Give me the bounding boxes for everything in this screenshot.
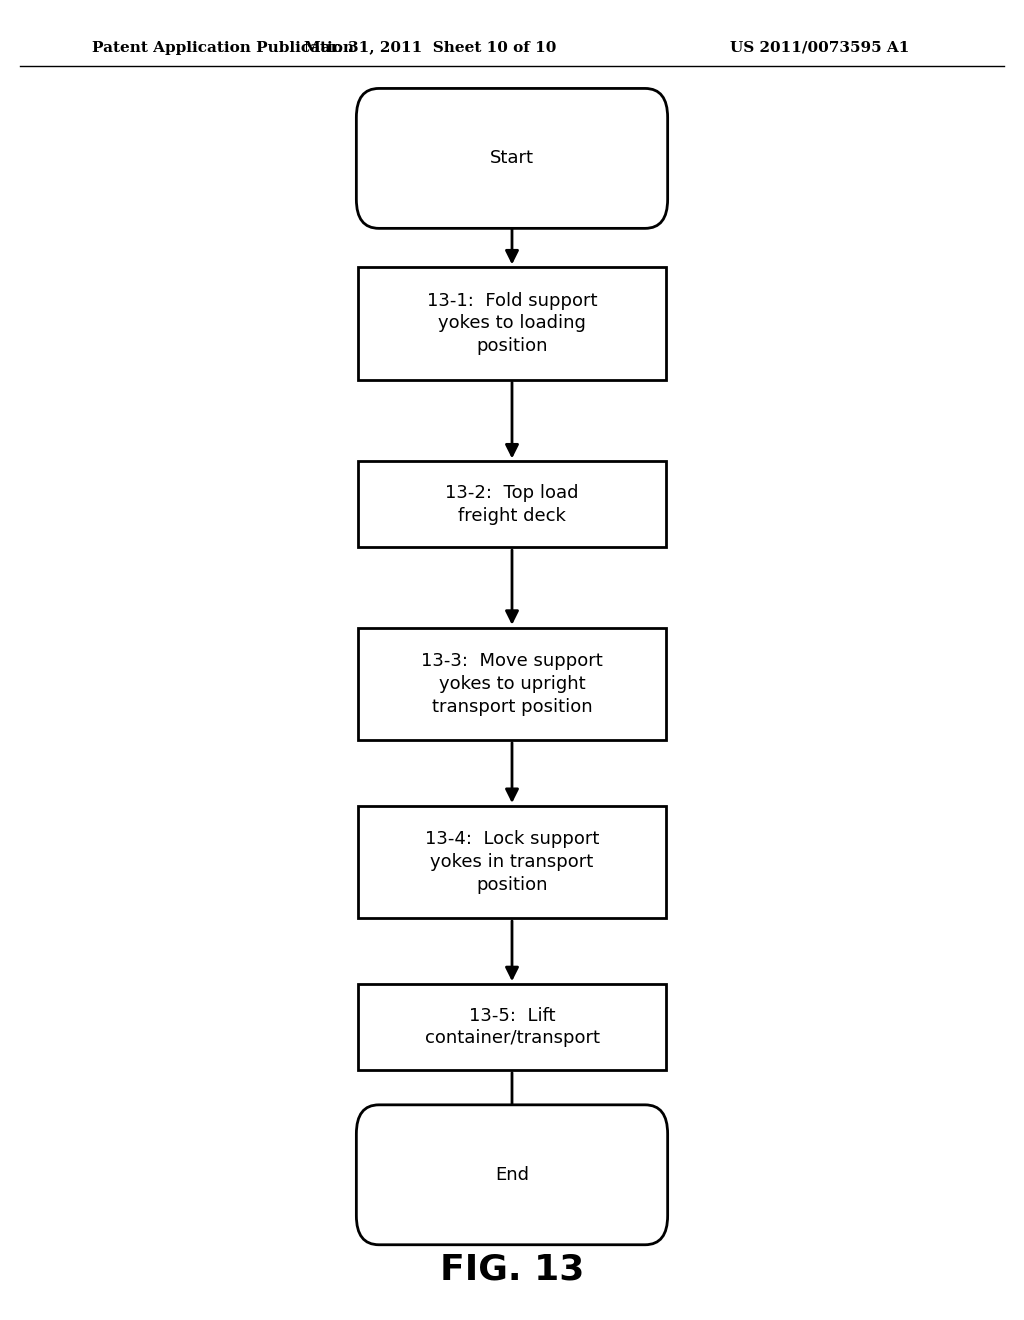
Bar — [358, 461, 666, 546]
Bar — [358, 267, 666, 380]
Text: 13-3:  Move support
yokes to upright
transport position: 13-3: Move support yokes to upright tran… — [421, 652, 603, 715]
Text: US 2011/0073595 A1: US 2011/0073595 A1 — [729, 41, 909, 54]
Text: Patent Application Publication: Patent Application Publication — [92, 41, 354, 54]
Text: 13-2:  Top load
freight deck: 13-2: Top load freight deck — [445, 484, 579, 524]
Bar — [358, 628, 666, 739]
Text: End: End — [495, 1166, 529, 1184]
Text: FIG. 13: FIG. 13 — [440, 1253, 584, 1287]
Text: 13-4:  Lock support
yokes in transport
position: 13-4: Lock support yokes in transport po… — [425, 830, 599, 894]
Text: Start: Start — [490, 149, 534, 168]
Text: Mar. 31, 2011  Sheet 10 of 10: Mar. 31, 2011 Sheet 10 of 10 — [304, 41, 556, 54]
Bar — [358, 805, 666, 919]
FancyBboxPatch shape — [356, 88, 668, 228]
FancyBboxPatch shape — [356, 1105, 668, 1245]
Bar — [358, 985, 666, 1069]
Text: 13-1:  Fold support
yokes to loading
position: 13-1: Fold support yokes to loading posi… — [427, 292, 597, 355]
Text: 13-5:  Lift
container/transport: 13-5: Lift container/transport — [425, 1007, 599, 1047]
